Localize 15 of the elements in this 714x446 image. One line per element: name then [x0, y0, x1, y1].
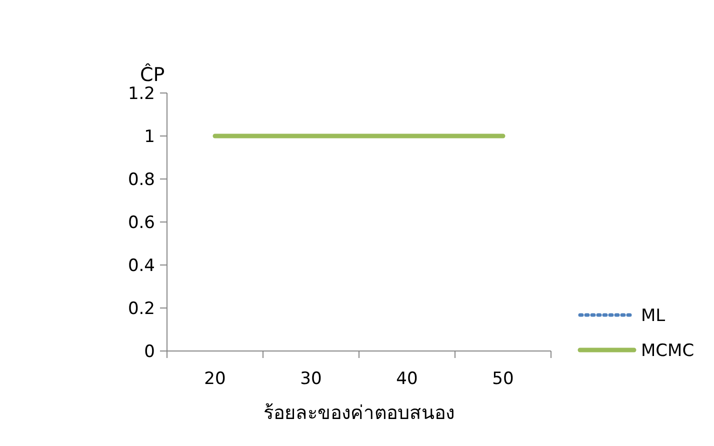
x-tick-label: 50: [492, 369, 514, 389]
x-tick-label: 30: [300, 369, 322, 389]
y-tick-label: 0.2: [128, 299, 155, 319]
legend-label: ML: [641, 306, 666, 326]
y-tick-label: 0: [144, 342, 155, 362]
legend-label: MCMC: [641, 341, 694, 361]
x-axis-title: ร้อยละของค่าตอบสนอง: [264, 402, 454, 424]
x-tick-label: 20: [204, 369, 226, 389]
y-axis-title: ĈP: [140, 63, 165, 86]
y-tick-label: 1: [144, 127, 155, 147]
y-tick-label: 0.8: [128, 170, 155, 190]
y-tick-label: 1.2: [128, 84, 155, 104]
y-tick-label: 0.6: [128, 213, 155, 233]
y-tick-label: 0.4: [128, 256, 155, 276]
x-tick-label: 40: [396, 369, 418, 389]
